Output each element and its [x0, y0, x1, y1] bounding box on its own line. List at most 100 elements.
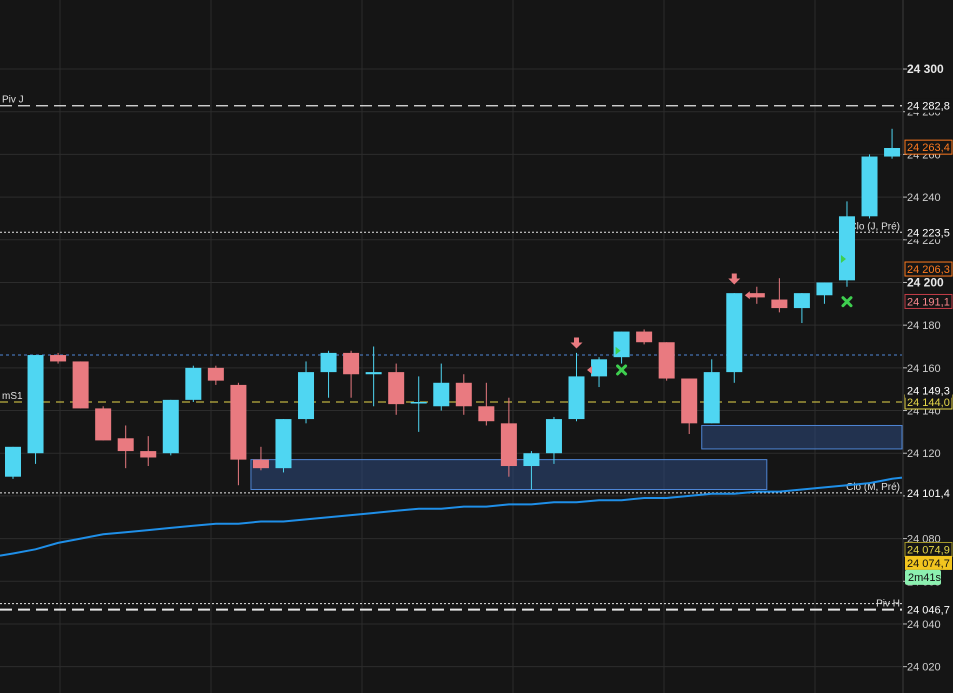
- candle: [658, 342, 675, 381]
- price-tag-label: 24 149,3: [907, 386, 950, 398]
- candle: [636, 329, 653, 345]
- level-label: Piv H: [876, 599, 900, 610]
- candle-body: [703, 372, 720, 424]
- candle-body: [636, 331, 653, 343]
- level-tag-bg: [905, 602, 952, 617]
- candle-body: [478, 406, 495, 422]
- countdown-label: 2m41s: [908, 572, 942, 584]
- candle-body: [410, 401, 427, 404]
- candle: [388, 363, 405, 415]
- candle-body: [500, 423, 517, 467]
- candles: [5, 128, 901, 490]
- candle-body: [320, 352, 337, 373]
- candle-body: [27, 355, 44, 454]
- tick-label: 24 200: [907, 275, 944, 289]
- price-tag-bg: [904, 139, 953, 155]
- candle-body: [230, 384, 247, 460]
- candle: [568, 352, 585, 422]
- candle: [162, 399, 179, 456]
- candle-body: [5, 446, 21, 477]
- candle-body: [162, 399, 179, 454]
- x-mark-icon: [616, 364, 628, 376]
- candle-body: [591, 359, 608, 377]
- price-tag-label: 24 191,1: [907, 296, 950, 308]
- triangle-right-icon: [615, 346, 621, 355]
- tick-label: 24 020: [907, 662, 941, 674]
- order-zones: [250, 424, 903, 491]
- level-label: Piv J: [2, 95, 24, 106]
- candle-body: [207, 367, 224, 381]
- candle: [185, 365, 202, 402]
- candle: [703, 359, 720, 424]
- signal-markers: [570, 254, 853, 376]
- candle: [140, 436, 157, 467]
- candle: [117, 425, 134, 469]
- price-tag-bg: [905, 383, 952, 398]
- candle: [793, 293, 810, 324]
- level-tag-label: 24 144,0: [907, 397, 950, 409]
- candle: [50, 352, 67, 364]
- candle-body: [275, 419, 292, 469]
- candle-body: [365, 372, 382, 375]
- candle-body: [681, 378, 698, 424]
- candle: [816, 282, 833, 304]
- level-tag-bg: [905, 485, 952, 500]
- candle-body: [72, 361, 89, 409]
- candle-body: [816, 282, 833, 296]
- candle: [230, 382, 247, 486]
- countdown-bg: [905, 569, 941, 585]
- candle-body: [388, 372, 405, 405]
- candle: [252, 446, 269, 471]
- level-label: Clo (M, Pré): [846, 482, 900, 493]
- price-tag-bg: [904, 293, 953, 309]
- candle-body: [545, 419, 562, 454]
- candle: [95, 406, 112, 441]
- triangle-right-icon: [840, 254, 846, 263]
- price-tags: 24 282,8 24 223,5 24 144,0 24 101,4 24 046,7…: [904, 98, 953, 617]
- tick-label: 24 240: [907, 192, 941, 204]
- candle: [545, 416, 562, 464]
- candle-body: [433, 382, 450, 407]
- triangle-left-icon: [587, 365, 593, 374]
- candle: [343, 350, 360, 398]
- candle-body: [838, 216, 855, 281]
- candle: [884, 128, 901, 159]
- tick-label: 24 300: [907, 62, 944, 76]
- candle-body: [523, 453, 540, 467]
- level-label: mS1: [2, 391, 23, 402]
- price-tag-bg: [905, 555, 952, 570]
- level-tag-label: 24 101,4: [907, 488, 950, 500]
- candle-body: [771, 299, 788, 309]
- price-tag-label: 24 074,9: [907, 544, 950, 556]
- level-label: Clo (J, Pré): [849, 221, 900, 232]
- candle: [838, 201, 855, 287]
- candle: [320, 350, 337, 398]
- price-tag-label: 24 206,3: [907, 264, 950, 276]
- candle-body: [748, 293, 765, 298]
- triangle-left-icon: [744, 291, 750, 300]
- candle-body: [252, 459, 269, 469]
- price-tag-label: 24 263,4: [907, 142, 950, 154]
- level-tag-bg: [905, 225, 952, 240]
- candle: [591, 357, 608, 388]
- level-tag-label: 24 046,7: [907, 605, 950, 617]
- candle-body: [343, 352, 360, 375]
- candle: [5, 446, 21, 479]
- x-mark-icon: [841, 296, 853, 308]
- candle-body: [884, 148, 901, 157]
- candle: [27, 355, 44, 464]
- candle: [365, 346, 382, 407]
- candle: [410, 376, 427, 432]
- grid: [0, 0, 902, 693]
- candle-body: [658, 342, 675, 379]
- down-arrow-icon: [570, 337, 583, 349]
- candle-body: [793, 293, 810, 309]
- candle: [523, 451, 540, 490]
- level-lines: Piv J Clo (J, Pré) mS1 Clo (M, Pré) Piv H: [0, 95, 902, 611]
- candle-body: [455, 382, 472, 407]
- candle: [433, 363, 450, 411]
- candle: [771, 278, 788, 313]
- candle: [681, 378, 698, 435]
